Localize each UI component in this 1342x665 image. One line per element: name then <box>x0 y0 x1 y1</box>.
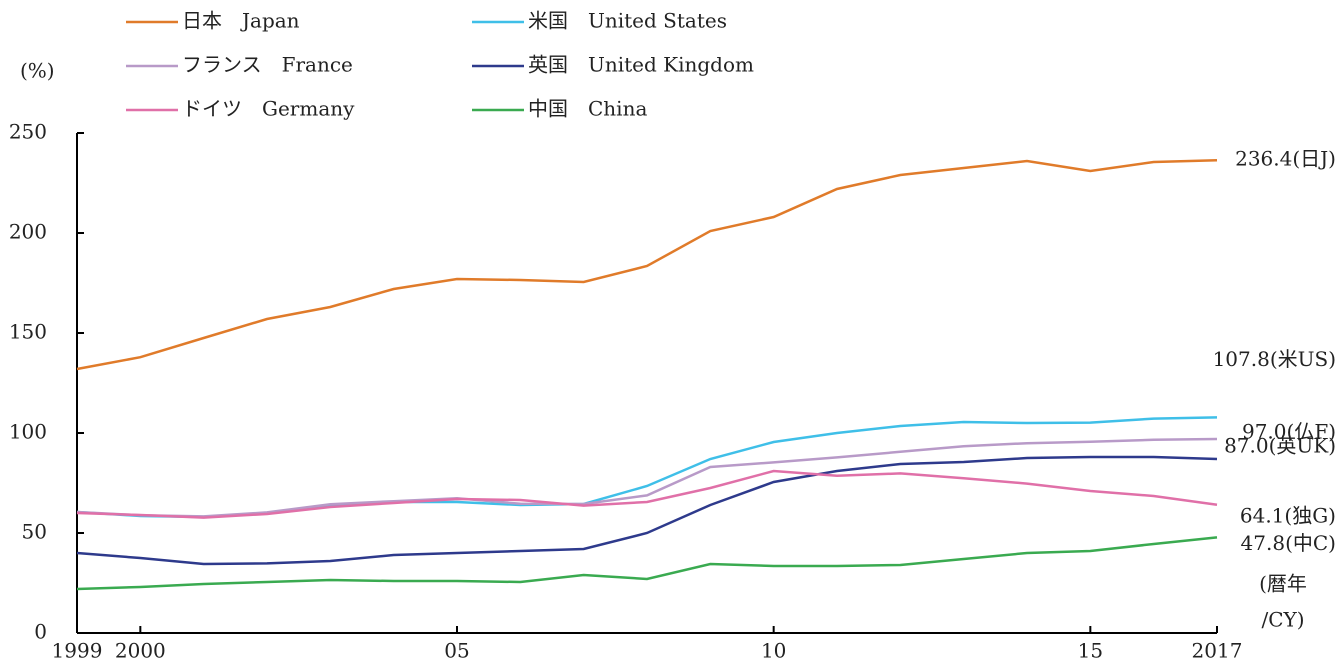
series-line <box>76 158 1218 371</box>
end-label: 64.1(独G) <box>1240 503 1336 527</box>
y-axis-label: (%) <box>20 59 55 83</box>
series-line <box>76 469 1218 519</box>
legend-label: 日本 Japan <box>182 9 300 33</box>
end-label: 47.8(中C) <box>1241 531 1336 555</box>
end-label: 236.4(日J) <box>1235 147 1336 171</box>
x-tick-label: 10 <box>761 639 786 663</box>
legend-label: 英国 United Kingdom <box>528 53 754 77</box>
y-tick-label: 200 <box>9 220 47 244</box>
end-label: 97.0(仏F) <box>1242 420 1336 444</box>
x-tick-label: 2000 <box>115 639 166 663</box>
x-tick-label: 05 <box>444 639 469 663</box>
y-tick-label: 100 <box>9 420 47 444</box>
legend-label: フランス France <box>182 53 353 77</box>
y-tick-label: 150 <box>9 320 47 344</box>
x-tick-label: 15 <box>1078 639 1103 663</box>
y-tick-label: 50 <box>22 520 47 544</box>
y-tick-label: 0 <box>34 620 47 644</box>
end-label: 107.8(米US) <box>1213 347 1336 371</box>
series-line <box>76 536 1218 591</box>
x-axis-label: /CY) <box>1261 608 1304 632</box>
series-line <box>76 455 1218 566</box>
y-tick-label: 250 <box>9 120 47 144</box>
series-line <box>76 437 1218 518</box>
legend-label: 米国 United States <box>528 9 727 33</box>
x-axis-label: (暦年 <box>1259 572 1307 596</box>
x-tick-label: 1999 <box>52 639 103 663</box>
legend-label: ドイツ Germany <box>182 97 355 121</box>
legend-label: 中国 China <box>528 97 647 121</box>
end-label: 87.0(英UK) <box>1224 434 1336 458</box>
x-tick-label: 2017 <box>1192 639 1243 663</box>
